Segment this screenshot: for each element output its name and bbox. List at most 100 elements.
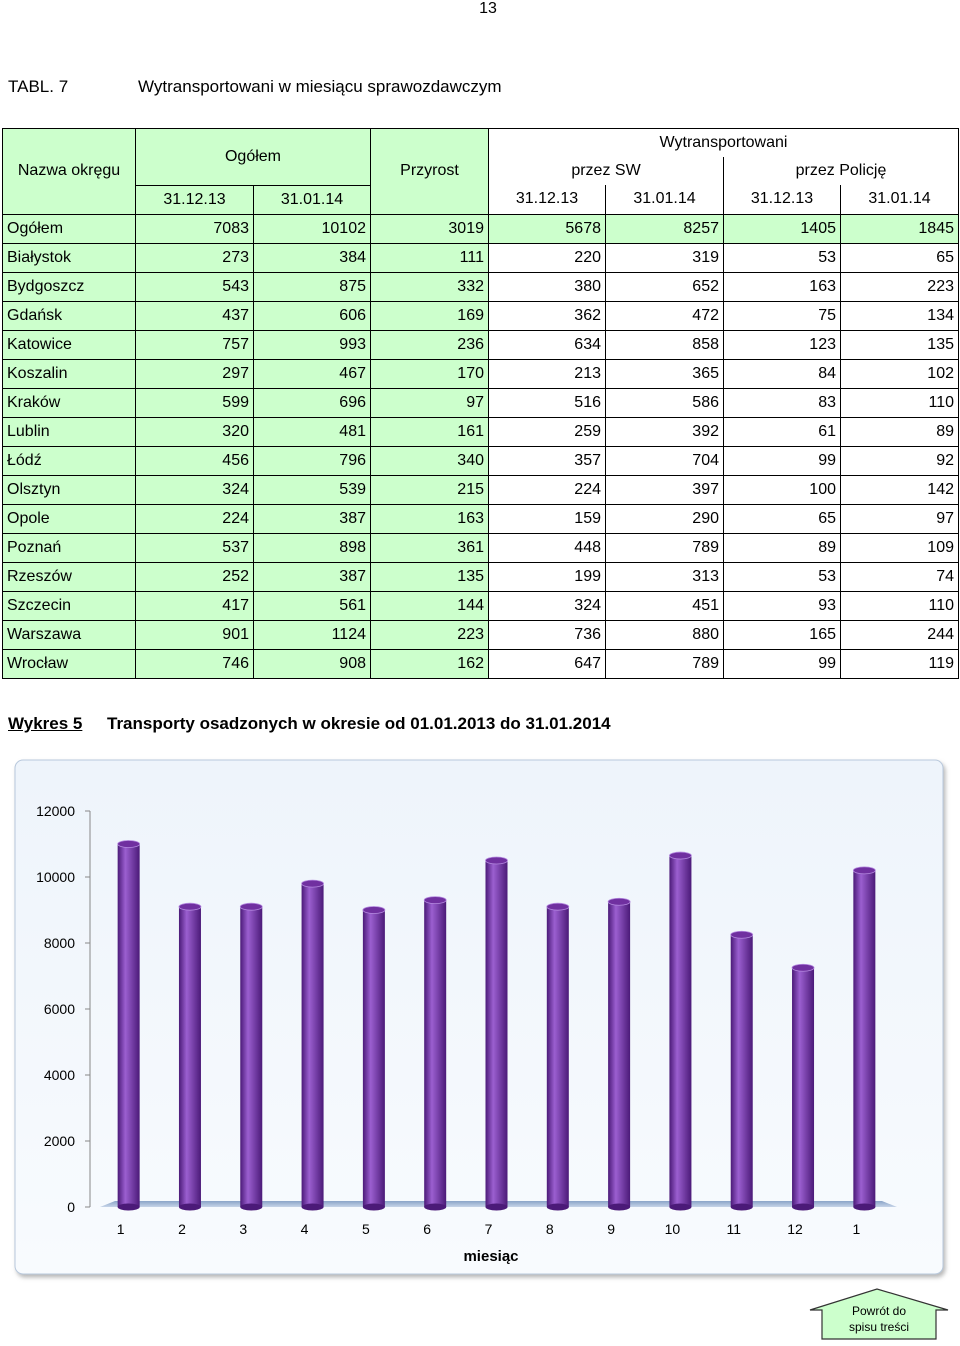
table-cell: 102 — [840, 358, 959, 389]
table-cell: 297 — [135, 358, 254, 389]
table-cell: Katowice — [2, 329, 136, 360]
table-cell: 89 — [840, 416, 959, 447]
table-cell: 84 — [723, 358, 841, 389]
x-tick-label: 2 — [178, 1221, 186, 1237]
bar-cap — [607, 897, 631, 906]
table-cell: 313 — [605, 561, 724, 592]
table-cell: 135 — [840, 329, 959, 360]
bar-base — [240, 1203, 263, 1211]
bar-base — [117, 1203, 140, 1211]
table-row: Ogółem 7083 10102 3019 5678 8257 1405 1845 — [2, 213, 959, 244]
table-cell: Lublin — [2, 416, 136, 447]
table-cell: przez SW — [488, 157, 724, 185]
table-cell: 5678 — [488, 213, 606, 244]
table-cell: 119 — [840, 648, 959, 679]
table-cell: 448 — [488, 532, 606, 563]
bar-base — [669, 1203, 692, 1211]
y-tick-label: 4000 — [44, 1067, 75, 1083]
bar-body — [853, 870, 876, 1207]
table-cell: Olsztyn — [2, 474, 136, 505]
table-cell: Koszalin — [2, 358, 136, 389]
table-cell: 31.12.13 — [135, 185, 254, 215]
table-cell: 875 — [253, 271, 371, 302]
y-tick-label: 8000 — [44, 935, 75, 951]
table-cell: 163 — [370, 503, 489, 534]
table-cell: 53 — [723, 242, 841, 273]
table-cell: 1405 — [723, 213, 841, 244]
x-tick-label: 10 — [665, 1221, 681, 1237]
x-tick-label: 1 — [852, 1221, 860, 1237]
x-tick-label: 6 — [423, 1221, 431, 1237]
table-title: Wytransportowani w miesiącu sprawozdawcz… — [138, 77, 502, 96]
table-cell: 161 — [370, 416, 489, 447]
table-cell: 244 — [840, 619, 959, 650]
y-tick-label: 12000 — [36, 803, 75, 819]
table-cell: Ogółem — [135, 128, 371, 186]
table-cell: Wytransportowani — [488, 128, 959, 157]
table-cell: Gdańsk — [2, 300, 136, 331]
table-cell: 387 — [253, 561, 371, 592]
table-cell: 647 — [488, 648, 606, 679]
table-cell: Warszawa — [2, 619, 136, 650]
table-cell: 361 — [370, 532, 489, 563]
table-cell: 31.01.14 — [605, 185, 724, 215]
table-cell: 357 — [488, 445, 606, 476]
button-text[interactable]: Powrót do — [852, 1304, 906, 1318]
table-cell: 75 — [723, 300, 841, 331]
table-cell: 290 — [605, 503, 724, 534]
table-cell: Nazwa okręgu — [2, 128, 136, 215]
table-cell: 31.01.14 — [253, 185, 371, 215]
table-cell: Łódź — [2, 445, 136, 476]
bar-base — [546, 1203, 569, 1211]
table-cell: 224 — [135, 503, 254, 534]
table-cell: 273 — [135, 242, 254, 273]
x-tick-label: 4 — [301, 1221, 309, 1237]
button-text[interactable]: spisu treści — [849, 1320, 909, 1334]
table-cell: 110 — [840, 590, 959, 621]
bar-body — [240, 906, 263, 1207]
bar-body — [485, 860, 508, 1207]
table-cell: 736 — [488, 619, 606, 650]
table-cell: 99 — [723, 445, 841, 476]
bar-cap — [239, 902, 263, 911]
table-cell: 259 — [488, 416, 606, 447]
page-number: 13 — [479, 0, 497, 17]
table-cell: 340 — [370, 445, 489, 476]
x-tick-label: 8 — [546, 1221, 554, 1237]
table-cell: 796 — [253, 445, 371, 476]
table-row: Białystok 273 384 111 220 319 53 65 — [2, 242, 959, 273]
y-tick-label: 2000 — [44, 1133, 75, 1149]
table-cell: 380 — [488, 271, 606, 302]
table-cell: 908 — [253, 648, 371, 679]
table-cell: 224 — [488, 474, 606, 505]
table-cell: Przyrost — [370, 128, 489, 215]
bar-cap — [117, 840, 141, 848]
table-cell: 417 — [135, 590, 254, 621]
bar — [423, 896, 447, 1211]
table-row: Bydgoszcz 543 875 332 380 652 163 223 — [2, 271, 959, 302]
table-cell: Białystok — [2, 242, 136, 273]
bar — [852, 866, 876, 1211]
bar-body — [301, 883, 324, 1207]
table-cell: 99 — [723, 648, 841, 679]
table-cell: 199 — [488, 561, 606, 592]
bar — [485, 856, 508, 1211]
back-button[interactable]: Powrót do spisu treści — [806, 1286, 952, 1342]
table-cell: 993 — [253, 329, 371, 360]
table-cell: przez Policję — [723, 157, 959, 185]
bar — [730, 930, 754, 1211]
table-cell: 159 — [488, 503, 606, 534]
button-shape[interactable] — [809, 1288, 949, 1340]
table-cell: 392 — [605, 416, 724, 447]
bar-body — [362, 910, 385, 1207]
bar-cap — [852, 866, 876, 875]
table-cell: 97 — [840, 503, 959, 534]
table-cell: 53 — [723, 561, 841, 592]
table-cell: 319 — [605, 242, 724, 273]
table-cell: 61 — [723, 416, 841, 447]
table-cell: 65 — [840, 242, 959, 273]
table-row: Łódź 456 796 340 357 704 99 92 — [2, 445, 959, 476]
table-cell: 135 — [370, 561, 489, 592]
